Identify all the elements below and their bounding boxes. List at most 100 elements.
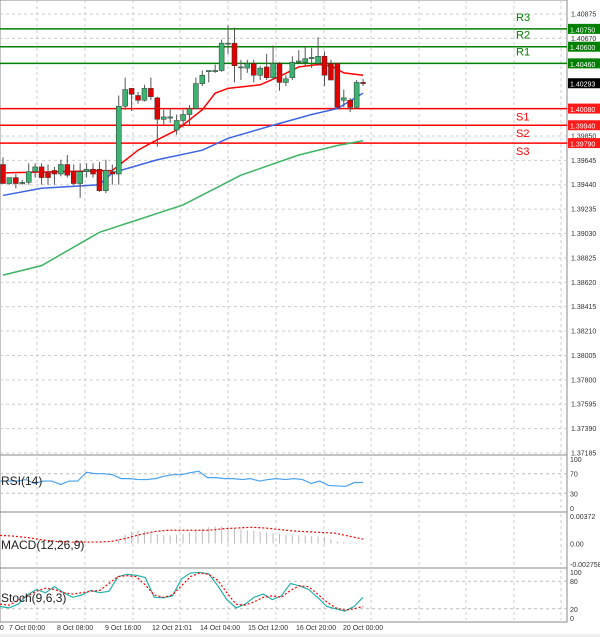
candle-bull: [58, 164, 64, 175]
candle-bull: [6, 177, 13, 184]
candle-bear: [90, 169, 96, 175]
time-axis-label: 9 Oct 16:00: [105, 625, 141, 632]
price-tick-label: 1.39645: [571, 158, 596, 165]
price-tick-label: 1.39235: [571, 207, 596, 214]
candle-bull: [161, 116, 167, 120]
panel-frame-1: [0, 454, 568, 513]
candle-bear: [231, 42, 238, 67]
candle-bull: [141, 88, 148, 101]
candle-bull: [186, 108, 193, 115]
candle-bull: [199, 75, 206, 84]
candle-bull: [83, 169, 90, 172]
time-axis-label: 15 Oct 12:00: [248, 625, 288, 632]
bottom-bar: [0, 634, 600, 637]
candle-bear: [0, 164, 6, 184]
time-axis-label: 00: [0, 625, 4, 632]
indicator-tick-label: 30: [570, 491, 578, 498]
candle-bull: [302, 58, 308, 63]
candle-bull: [244, 63, 251, 69]
candle-bear: [251, 63, 257, 76]
candle-bull: [206, 70, 212, 72]
candle-bear: [276, 63, 283, 83]
candle-bear: [51, 170, 58, 175]
time-axis-label: 14 Oct 04:00: [200, 625, 240, 632]
candle-bull: [77, 171, 83, 184]
indicator-tick-label: 0: [570, 506, 574, 513]
level-price-label: 1.40080: [570, 107, 595, 114]
candle-bull: [341, 97, 347, 101]
candle-bull: [225, 42, 231, 45]
stoch-main-line: [0, 571, 364, 612]
stoch-signal-line: [0, 572, 364, 611]
macd-label: MACD(12,26,9): [1, 538, 85, 552]
price-tick-label: 1.39030: [571, 231, 596, 238]
level-price-label: 1.40750: [570, 27, 595, 34]
time-axis-label: 12 Oct 21:01: [152, 625, 192, 632]
candle-bull: [25, 171, 32, 183]
candle-bear: [128, 88, 135, 95]
current-price-box: [568, 78, 600, 89]
candle-bear: [96, 169, 103, 191]
stoch-label: Stoch(9,6,3): [1, 591, 67, 605]
level-price-label: 1.40600: [570, 45, 595, 52]
candle-bull: [167, 116, 173, 119]
price-tick-label: 1.38620: [571, 280, 596, 287]
level-price-box: [568, 138, 600, 149]
time-axis-label: 20 Oct 00:00: [343, 625, 383, 632]
moving-average-line-2: [2, 139, 364, 276]
candle-bull: [103, 170, 109, 191]
indicator-tick-label: 0: [570, 616, 574, 623]
level-price-box: [568, 120, 600, 131]
rsi-label: RSI(14): [1, 474, 43, 488]
time-axis-label: 8 Oct 08:00: [57, 625, 93, 632]
level-label-R1: R1: [516, 46, 530, 58]
candle-bull: [270, 63, 276, 78]
candle-bear: [334, 63, 341, 108]
candle-bull: [180, 114, 186, 121]
candle-bull: [315, 55, 321, 64]
price-tick-label: 1.38210: [571, 329, 596, 336]
level-price-label: 1.40460: [570, 62, 595, 69]
candle-bull: [353, 82, 360, 108]
candle-bull: [32, 166, 38, 172]
time-axis-label: 7 Oct 00:00: [9, 625, 45, 632]
candle-bull: [296, 60, 302, 63]
indicator-tick-label: 80: [570, 579, 578, 586]
candle-bear: [135, 95, 141, 101]
current-price-label: 1.40293: [570, 82, 595, 89]
candle-bull: [173, 120, 180, 131]
candle-bull: [308, 57, 315, 59]
level-price-box: [568, 23, 600, 34]
price-tick-label: 1.40670: [571, 36, 596, 43]
candle-bull: [122, 89, 128, 107]
panel-frame-0: [0, 0, 568, 456]
candle-bull: [283, 78, 289, 83]
candle-bull: [218, 42, 225, 71]
indicator-tick-label: -0.002758: [570, 562, 600, 569]
candle-bull: [289, 61, 296, 78]
candle-bear: [328, 63, 334, 81]
candle-bear: [38, 166, 45, 178]
level-label-R2: R2: [516, 30, 530, 42]
candle-bear: [45, 172, 51, 178]
indicator-tick-label: 20: [570, 607, 578, 614]
price-tick-label: 1.37595: [571, 402, 596, 409]
candle-bull: [193, 83, 199, 109]
indicator-tick-label: 0.00: [570, 542, 584, 549]
panel-frame-3: [0, 567, 568, 623]
level-price-label: 1.39940: [570, 124, 595, 131]
level-label-S2: S2: [516, 128, 529, 140]
candle-bull: [212, 70, 218, 72]
level-label-R3: R3: [516, 12, 530, 24]
candle-bull: [238, 66, 244, 69]
candle-bear: [347, 100, 353, 108]
candle-bear: [13, 177, 19, 184]
candle-bear: [360, 82, 366, 84]
level-price-label: 1.39790: [570, 142, 595, 149]
price-tick-label: 1.38825: [571, 255, 596, 262]
time-axis-label: 16 Oct 20:00: [296, 625, 336, 632]
level-price-box: [568, 58, 600, 69]
price-tick-label: 1.39850: [571, 133, 596, 140]
